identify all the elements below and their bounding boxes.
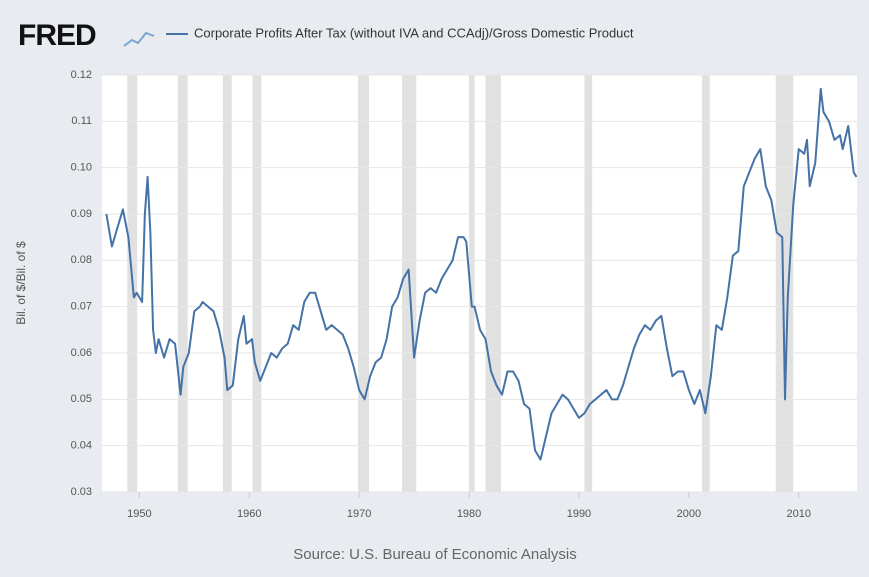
recession-band [469, 75, 475, 492]
y-tick-label: 0.06 [71, 347, 92, 359]
recession-band [252, 75, 262, 492]
x-tick-label: 1980 [457, 508, 481, 520]
recession-band [584, 75, 593, 492]
y-tick-label: 0.03 [71, 486, 92, 498]
y-tick-label: 0.08 [71, 254, 92, 266]
recession-band [702, 75, 710, 492]
y-tick-label: 0.11 [71, 115, 92, 127]
recession-band [222, 75, 232, 492]
recession-band [485, 75, 501, 492]
series-line [105, 87, 858, 461]
plot-area [102, 75, 857, 492]
x-tick-label: 1960 [237, 508, 261, 520]
x-tick-label: 2010 [787, 508, 811, 520]
logo-icon [123, 31, 155, 47]
recession-band [775, 75, 794, 492]
logo: FRED [18, 19, 96, 52]
y-tick-label: 0.07 [71, 301, 92, 313]
x-tick-label: 1970 [347, 508, 371, 520]
y-tick-label: 0.09 [71, 208, 92, 220]
y-tick-label: 0.04 [71, 440, 92, 452]
y-tick-label: 0.10 [71, 162, 92, 174]
y-tick-label: 0.05 [71, 393, 92, 405]
source: Source: U.S. Bureau of Economic Analysis [293, 546, 576, 563]
x-tick-label: 1990 [567, 508, 591, 520]
recession-band [358, 75, 370, 492]
y-tick-label: 0.12 [71, 69, 92, 81]
recession-band [177, 75, 188, 492]
x-tick-label: 2000 [677, 508, 701, 520]
y-axis-label: Bil. of $/Bil. of $ [14, 241, 28, 325]
legend-label: Corporate Profits After Tax (without IVA… [194, 25, 634, 40]
x-tick-label: 1950 [127, 508, 151, 520]
